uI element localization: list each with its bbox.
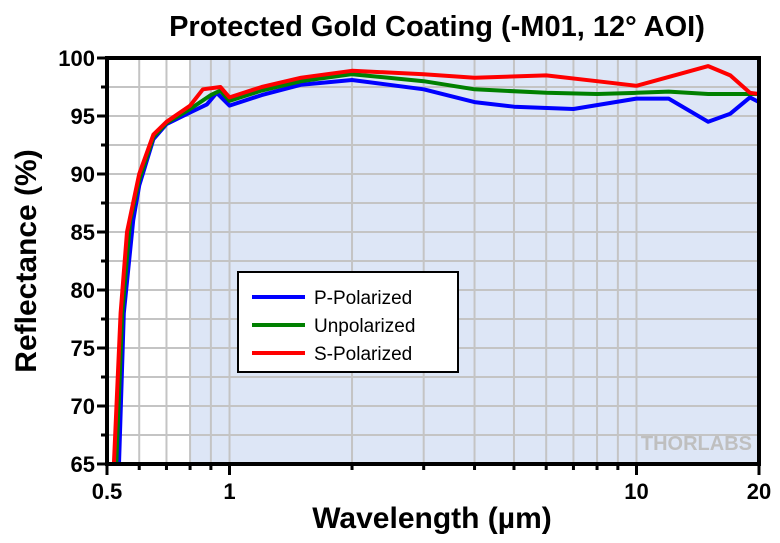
legend: P-Polarized Unpolarized S-Polarized: [237, 271, 459, 373]
legend-box: [237, 271, 459, 373]
y-tick-label: 65: [71, 452, 95, 477]
y-tick-label: 95: [71, 104, 95, 129]
x-axis-label: Wavelength (µm): [312, 502, 552, 535]
y-tick-label: 80: [71, 278, 95, 303]
x-tick-label: 1: [223, 479, 235, 504]
legend-label: S-Polarized: [314, 344, 412, 365]
series-line-s-polarized: [111, 64, 759, 464]
legend-label: P-Polarized: [314, 288, 412, 309]
legend-label: Unpolarized: [314, 316, 415, 337]
y-tick-label: 85: [71, 220, 95, 245]
watermark-logo: THORLABS: [641, 433, 752, 455]
y-tick-label: 100: [58, 46, 95, 71]
y-axis-label: Reflectance (%): [10, 149, 43, 372]
y-tick-label: 90: [71, 162, 95, 187]
y-tick-label: 75: [71, 336, 95, 361]
x-tick-label: 10: [624, 479, 648, 504]
x-tick-label: 20: [747, 479, 771, 504]
chart-title: Protected Gold Coating (-M01, 12° AOI): [169, 11, 705, 43]
y-tick-label: 70: [71, 394, 95, 419]
x-tick-label: 0.5: [92, 479, 123, 504]
